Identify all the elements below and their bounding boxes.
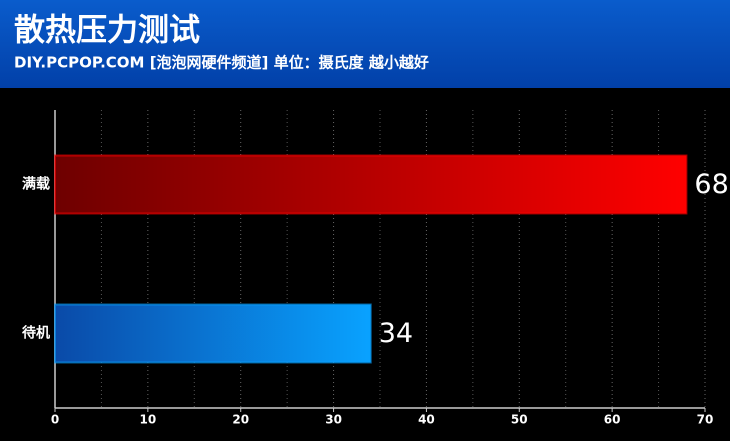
category-label: 待机 (22, 325, 50, 342)
x-tick-label: 40 (418, 413, 435, 427)
category-label: 满载 (22, 176, 50, 193)
x-tick-label: 30 (325, 413, 342, 427)
x-tick-label: 70 (697, 413, 714, 427)
x-tick-label: 0 (51, 413, 59, 427)
x-tick-label: 60 (604, 413, 621, 427)
value-label: 34 (379, 318, 413, 349)
header (0, 0, 730, 88)
bar (54, 154, 688, 215)
chart-title: 散热压力测试 (14, 13, 200, 49)
x-tick-label: 10 (140, 413, 157, 427)
x-tick-label: 20 (232, 413, 249, 427)
bar (54, 303, 372, 364)
value-label: 68 (694, 169, 728, 200)
x-tick-label: 50 (511, 413, 528, 427)
chart-subtitle: DIY.PCPOP.COM [泡泡网硬件频道] 单位：摄氏度 越小越好 (14, 54, 429, 72)
